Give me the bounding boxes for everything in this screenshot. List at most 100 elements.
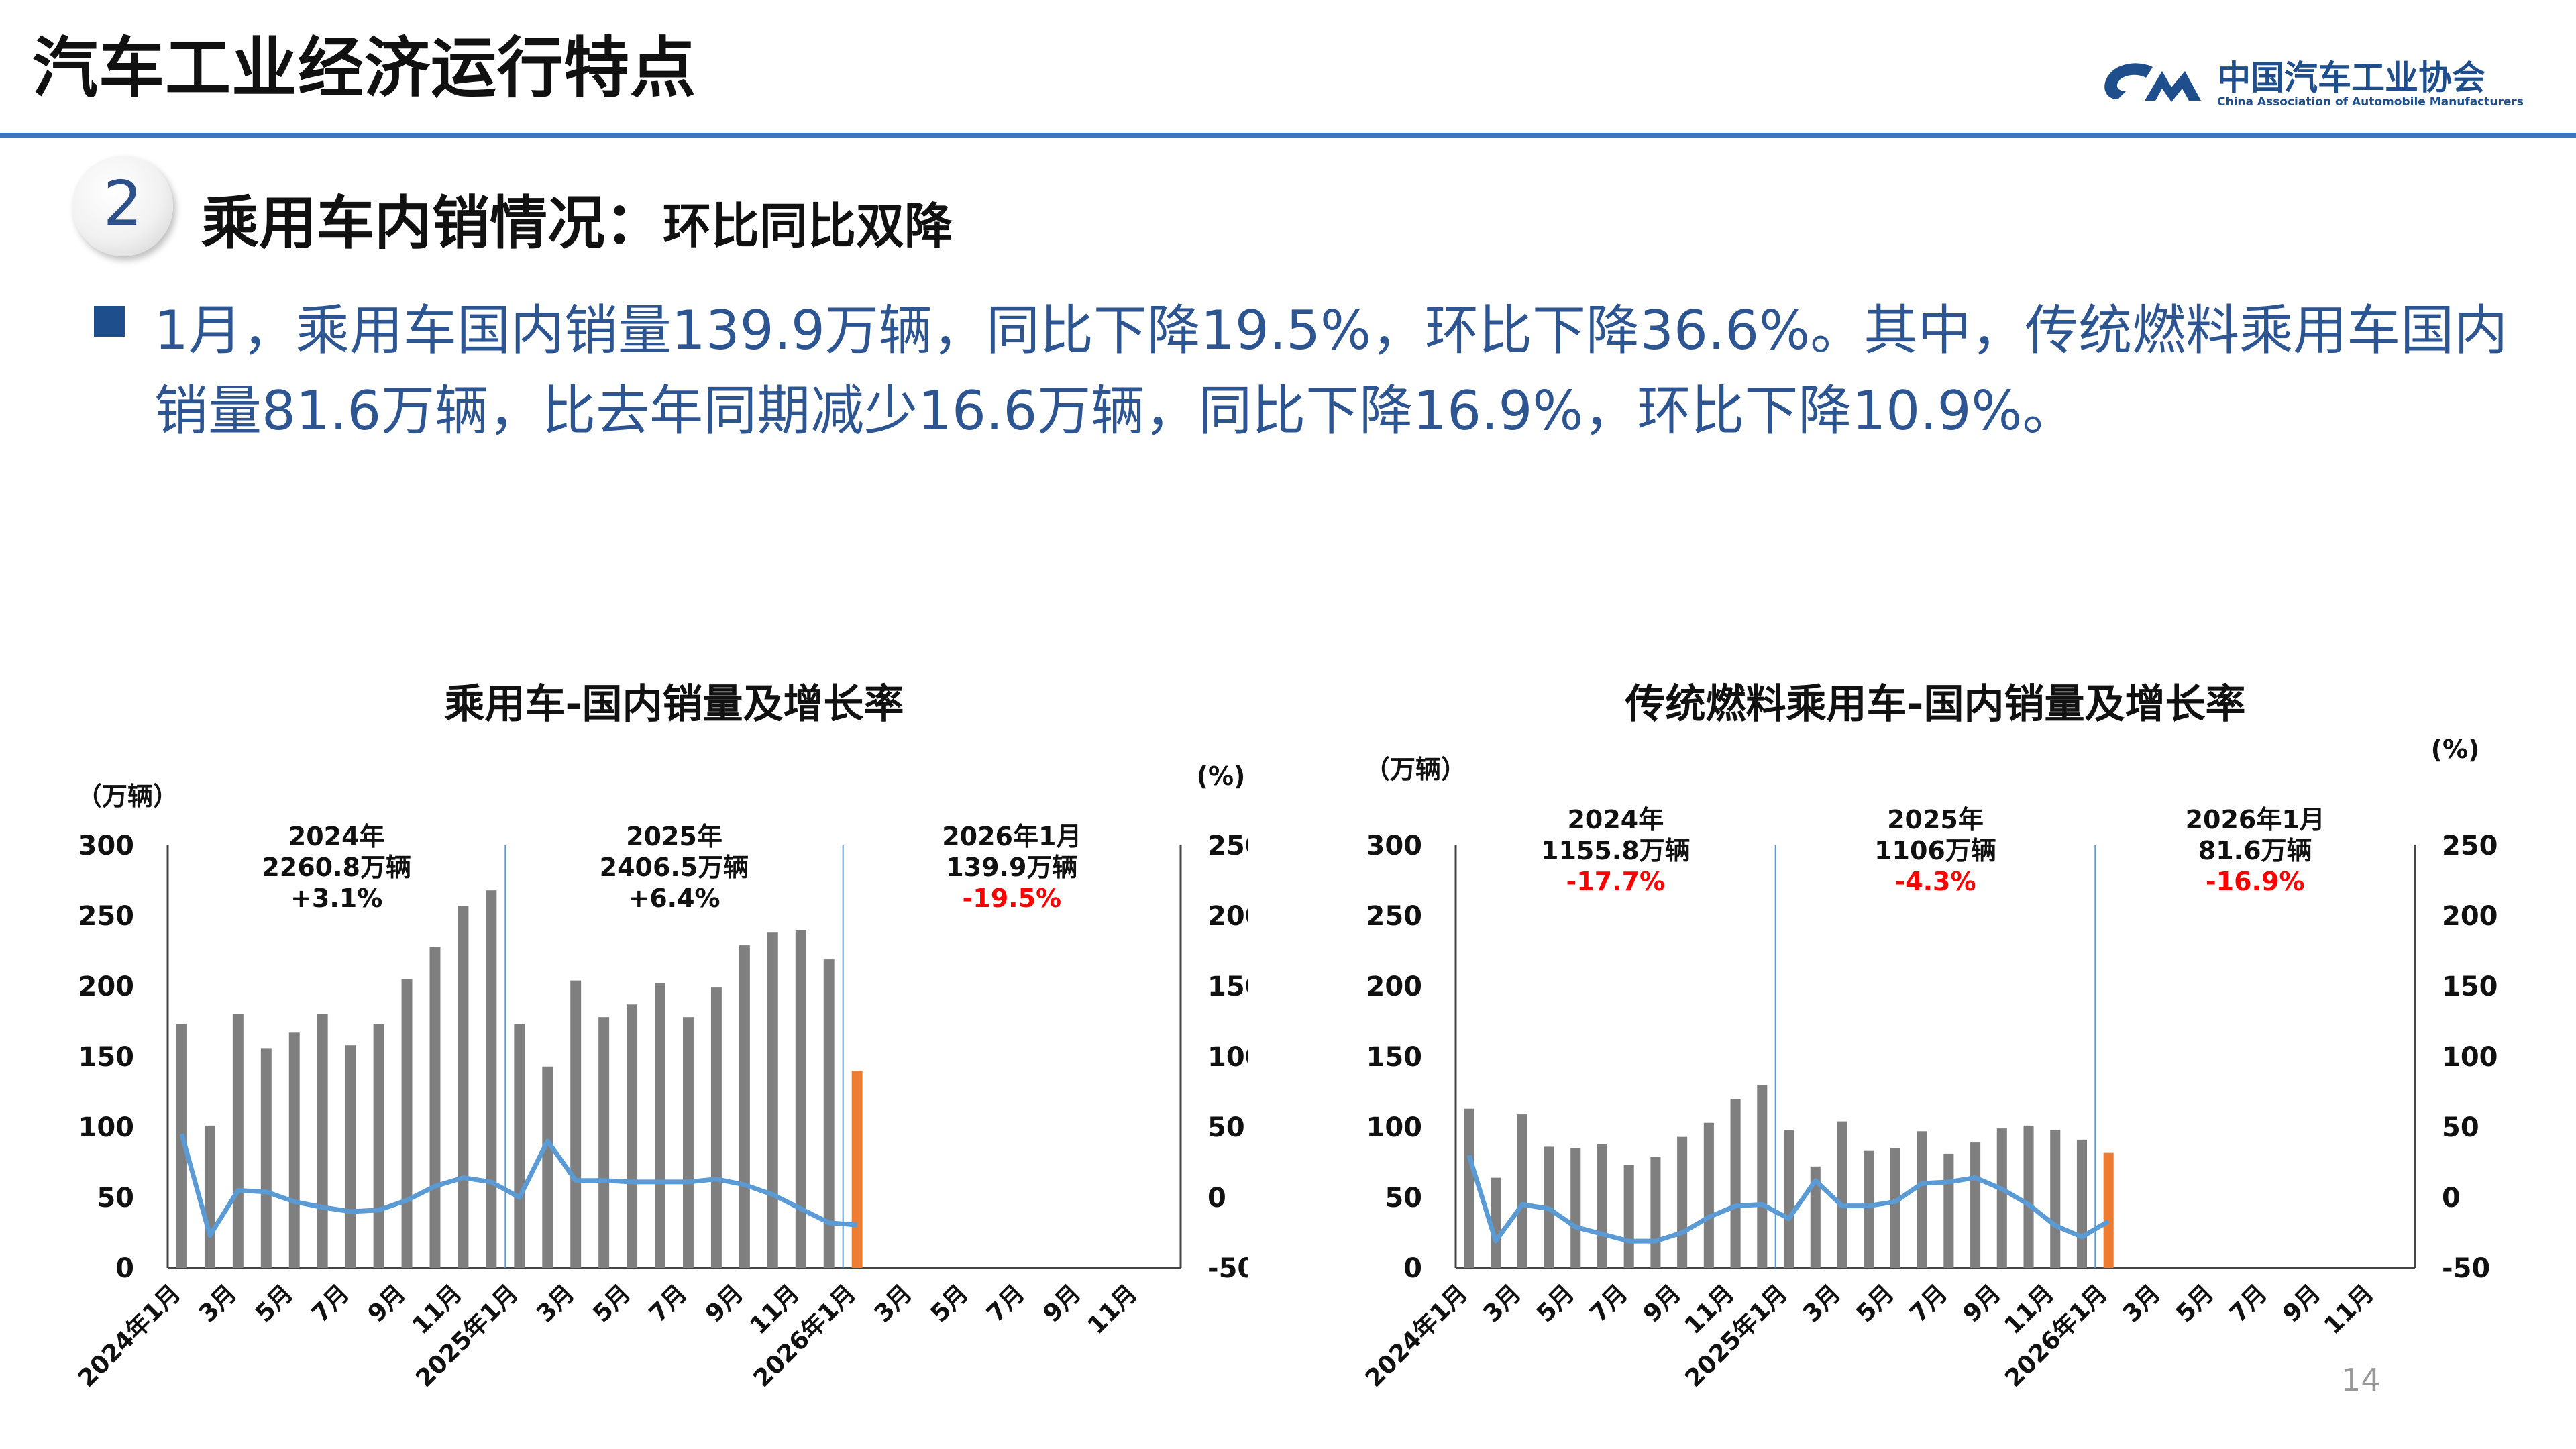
- bar: [851, 1071, 863, 1268]
- annotation-text: -19.5%: [963, 883, 1062, 913]
- annotation-text: -16.9%: [2206, 867, 2305, 896]
- x-tick-label: 9月: [363, 1279, 411, 1328]
- y-tick-left: 200: [78, 971, 135, 1002]
- x-tick-label: 7月: [644, 1279, 692, 1328]
- annotation-text: 2025年: [626, 822, 722, 851]
- y-tick-left: 150: [78, 1042, 135, 1073]
- bar: [1677, 1136, 1688, 1268]
- bar: [1943, 1153, 1954, 1268]
- annotation-text: -17.7%: [1566, 867, 1666, 896]
- annotation-text: 2025年: [1887, 805, 1984, 835]
- bar: [1917, 1131, 1927, 1268]
- bar: [1597, 1144, 1608, 1268]
- bar: [1623, 1165, 1634, 1268]
- y-axis-right-label: (%): [1197, 761, 1246, 791]
- x-tick-label: 5月: [588, 1279, 636, 1328]
- bar: [1783, 1130, 1794, 1268]
- bar: [823, 959, 835, 1268]
- x-tick-label: 3月: [1479, 1279, 1527, 1328]
- y-tick-right: 200: [2442, 901, 2498, 932]
- x-tick-label: 9月: [1038, 1279, 1086, 1328]
- y-tick-right: 150: [2442, 971, 2498, 1002]
- section-subtitle: 环比同比双降: [663, 198, 953, 254]
- y-tick-right: -50: [1208, 1253, 1248, 1284]
- bar: [345, 1045, 356, 1268]
- logo-text-en: China Association of Automobile Manufact…: [2217, 95, 2524, 109]
- y-tick-right: 100: [1208, 1042, 1248, 1073]
- annotation-text: -4.3%: [1894, 867, 1976, 896]
- y-tick-left: 250: [78, 901, 135, 932]
- x-tick-label: 11月: [1083, 1279, 1143, 1340]
- bar: [373, 1024, 384, 1268]
- bar: [2076, 1139, 2088, 1268]
- bar: [204, 1125, 215, 1268]
- y-tick-left: 300: [78, 830, 135, 861]
- bar: [429, 947, 441, 1268]
- cam-logo: [2104, 63, 2201, 102]
- x-tick-label: 5月: [1851, 1279, 1900, 1328]
- growth-rate-line: [179, 1133, 857, 1238]
- bar: [176, 1024, 187, 1268]
- bar: [795, 930, 806, 1268]
- section-title: 乘用车内销情况：环比同比双降: [201, 176, 953, 260]
- y-tick-right: 200: [1208, 901, 1248, 932]
- y-tick-right: 0: [2442, 1183, 2461, 1214]
- bar: [1650, 1157, 1661, 1268]
- bar: [1491, 1177, 1501, 1268]
- bar: [542, 1066, 553, 1268]
- bar: [288, 1032, 300, 1268]
- y-tick-left: 0: [115, 1253, 134, 1284]
- page-number: 14: [2341, 1362, 2381, 1398]
- y-tick-left: 100: [78, 1112, 135, 1143]
- bar: [1837, 1121, 1847, 1268]
- y-tick-right: 250: [2442, 830, 2498, 861]
- y-tick-left: 100: [1366, 1112, 1423, 1143]
- growth-rate-line: [1466, 1154, 2110, 1244]
- y-tick-right: 50: [1208, 1112, 1245, 1143]
- bar: [767, 932, 778, 1268]
- bar: [683, 1017, 694, 1268]
- y-tick-left: 300: [1366, 830, 1423, 861]
- bar: [2050, 1130, 2061, 1268]
- x-tick-label: 3月: [869, 1279, 918, 1328]
- x-tick-label: 5月: [250, 1279, 299, 1328]
- annotation-text: 2024年: [1567, 805, 1664, 835]
- annotation-text: 2026年1月: [2186, 805, 2325, 835]
- bar: [1810, 1166, 1821, 1268]
- x-tick-label: 3月: [2118, 1279, 2166, 1328]
- chart-title: 传统燃料乘用车-国内销量及增长率: [1625, 681, 2246, 728]
- bar: [627, 1004, 638, 1268]
- bar: [1703, 1122, 1714, 1268]
- x-tick-label: 7月: [307, 1279, 355, 1328]
- bar: [1970, 1142, 1981, 1268]
- bar: [317, 1014, 328, 1268]
- summary-line-1: 1月，乘用车国内销量139.9万辆，同比下降19.5%，环比下降36.6%。其中…: [154, 299, 2508, 362]
- annotation-text: 1155.8万辆: [1541, 836, 1690, 865]
- bar: [710, 987, 722, 1268]
- annotation-text: +6.4%: [628, 883, 720, 913]
- y-tick-right: 0: [1208, 1183, 1226, 1214]
- bar: [1464, 1108, 1474, 1268]
- header-divider: [0, 133, 2576, 138]
- annotation-text: 2406.5万辆: [600, 853, 749, 882]
- section-title-main: 乘用车内销情况：: [201, 190, 663, 257]
- bar: [1517, 1114, 1527, 1268]
- logo-text-cn: 中国汽车工业协会: [2217, 58, 2485, 97]
- bar: [1570, 1148, 1581, 1268]
- x-tick-label: 7月: [982, 1279, 1030, 1328]
- annotation-text: 81.6万辆: [2198, 836, 2312, 865]
- y-tick-left: 150: [1366, 1042, 1423, 1073]
- x-tick-label: 3月: [194, 1279, 242, 1328]
- annotation-text: +3.1%: [290, 883, 382, 913]
- y-tick-right: 100: [2442, 1042, 2498, 1073]
- summary-line-2: 销量81.6万辆，比去年同期减少16.6万辆，同比下降16.9%，环比下降10.…: [154, 380, 2076, 442]
- section-number-badge: [72, 156, 173, 256]
- y-tick-left: 50: [1385, 1183, 1422, 1214]
- x-tick-label: 5月: [2171, 1279, 2219, 1328]
- y-tick-left: 50: [97, 1183, 134, 1214]
- x-tick-label: 3月: [531, 1279, 580, 1328]
- y-axis-right-label: (%): [2431, 735, 2480, 764]
- bar: [1996, 1128, 2007, 1268]
- bar: [1757, 1085, 1768, 1268]
- bar: [2103, 1152, 2114, 1268]
